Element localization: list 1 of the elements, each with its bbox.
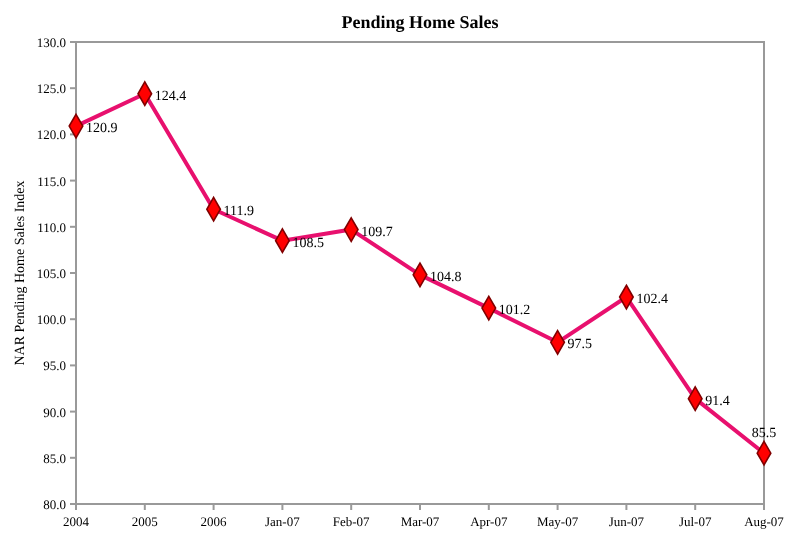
chart-title: Pending Home Sales	[341, 12, 500, 32]
